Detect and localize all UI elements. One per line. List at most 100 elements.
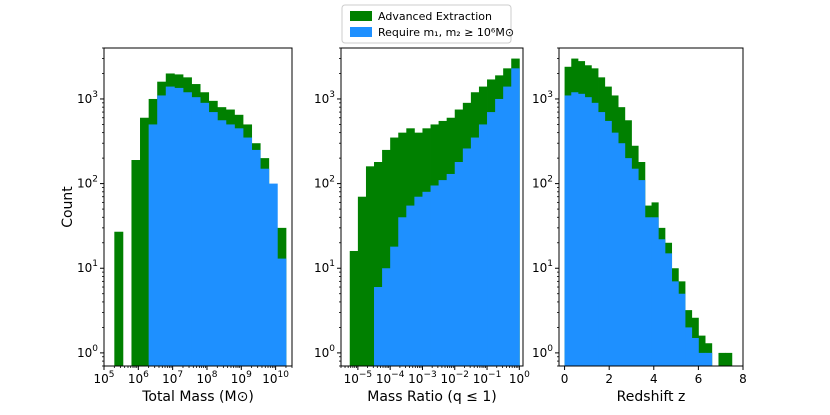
require-bar xyxy=(495,98,504,366)
x-tick-label: 10−2 xyxy=(440,370,469,386)
bars-group xyxy=(114,73,287,366)
require-bar xyxy=(234,128,244,366)
advanced-bar xyxy=(357,196,367,366)
require-bar xyxy=(691,337,699,366)
legend-swatch-advanced xyxy=(350,11,372,21)
advanced-bar xyxy=(131,160,141,366)
advanced-bar xyxy=(382,149,391,366)
x-axis-label: Mass Ratio (q ≤ 1) xyxy=(367,389,496,405)
x-axis-label: Total Mass (M⊙) xyxy=(141,389,254,405)
x-tick-label: 10−1 xyxy=(473,370,502,386)
require-bar xyxy=(698,352,706,366)
legend-label-advanced: Advanced Extraction xyxy=(378,10,492,23)
require-bar xyxy=(705,352,713,366)
require-bar xyxy=(577,93,586,366)
x-tick-label: 4 xyxy=(650,372,658,386)
require-bar xyxy=(598,112,606,366)
require-bar xyxy=(430,185,439,366)
panel-mass-ratio: 100 101 102 103 10−5 10−4 10−3 10−2 10−1 100 Mass … xyxy=(314,47,530,405)
y-tick-label: 103 xyxy=(314,90,335,106)
require-bar xyxy=(157,95,167,366)
require-bar xyxy=(390,246,399,366)
require-bar xyxy=(374,287,383,366)
require-bar xyxy=(638,180,646,366)
require-bar xyxy=(685,327,693,366)
require-bar xyxy=(268,183,278,366)
require-bar xyxy=(438,180,448,366)
y-tick-label: 101 xyxy=(314,259,335,275)
require-bar xyxy=(277,258,287,366)
x-tick-label: 0 xyxy=(561,372,569,386)
require-bar xyxy=(260,168,270,366)
require-bar xyxy=(651,217,659,366)
require-bar xyxy=(398,217,407,366)
require-bar xyxy=(678,293,686,366)
require-bar xyxy=(644,217,652,366)
require-bar xyxy=(584,97,592,366)
bars-group xyxy=(349,58,520,366)
require-bar xyxy=(478,124,488,366)
require-bar xyxy=(148,124,158,366)
y-tick-label: 103 xyxy=(77,90,98,106)
axes-frame xyxy=(558,47,744,367)
x-tick-label: 10−3 xyxy=(408,370,437,386)
require-bar xyxy=(242,137,253,366)
legend-box xyxy=(341,4,512,44)
x-tick-label: 1010 xyxy=(262,370,289,386)
require-bar xyxy=(511,68,520,366)
x-tick-label: 2 xyxy=(605,372,613,386)
x-tick-label: 107 xyxy=(162,370,183,386)
y-axis-label: Count xyxy=(60,186,76,228)
x-tick-label: 8 xyxy=(739,372,747,386)
require-bar xyxy=(191,97,201,366)
require-bar xyxy=(208,112,218,366)
y-tick-label: 102 xyxy=(314,175,335,191)
require-bar xyxy=(225,124,235,366)
y-tick-label: 100 xyxy=(314,344,335,360)
require-bar xyxy=(658,239,666,366)
require-bar xyxy=(382,268,391,366)
require-bar xyxy=(165,86,175,366)
x-tick-label: 10−4 xyxy=(376,370,405,386)
legend: Advanced Extraction Require m₁, m₂ ≥ 10⁶… xyxy=(341,4,514,44)
require-bar xyxy=(251,149,261,366)
require-bar xyxy=(618,143,626,366)
require-bar xyxy=(406,205,415,366)
require-bar xyxy=(454,161,464,366)
advanced-bar xyxy=(374,161,383,366)
advanced-bar xyxy=(698,335,706,366)
bars-group xyxy=(564,58,733,366)
require-bar xyxy=(611,132,619,366)
require-bar xyxy=(671,281,679,366)
panel-redshift: 100 101 102 103 0 2 4 6 8 Redshift z xyxy=(532,47,747,405)
legend-swatch-require xyxy=(350,27,372,37)
advanced-bar xyxy=(349,250,359,366)
require-bar xyxy=(564,95,572,366)
y-tick-label: 102 xyxy=(532,175,553,191)
axes-frame xyxy=(103,47,293,367)
require-bar xyxy=(414,196,423,366)
x-tick-label: 106 xyxy=(128,370,149,386)
require-bar xyxy=(624,158,632,366)
require-bar xyxy=(664,253,673,366)
advanced-bar xyxy=(140,117,150,366)
panel-total-mass: 100 101 102 103 105 106 107 108 109 1010 Total Mas… xyxy=(77,47,293,405)
require-bar xyxy=(174,87,184,366)
y-tick-label: 103 xyxy=(532,90,553,106)
y-tick-label: 100 xyxy=(532,344,553,360)
require-bar xyxy=(503,86,512,366)
require-bar xyxy=(217,120,227,366)
x-tick-label: 6 xyxy=(695,372,703,386)
require-bar xyxy=(422,191,431,366)
x-tick-label: 10−5 xyxy=(344,370,373,386)
y-tick-label: 100 xyxy=(77,344,98,360)
x-tick-label: 109 xyxy=(231,370,252,386)
y-tick-label: 101 xyxy=(532,259,553,275)
require-bar xyxy=(604,120,612,366)
require-bar xyxy=(470,137,480,366)
y-tick-label: 102 xyxy=(77,175,98,191)
y-tick-label: 101 xyxy=(77,259,98,275)
x-tick-label: 105 xyxy=(93,370,114,386)
require-bar xyxy=(182,92,192,366)
